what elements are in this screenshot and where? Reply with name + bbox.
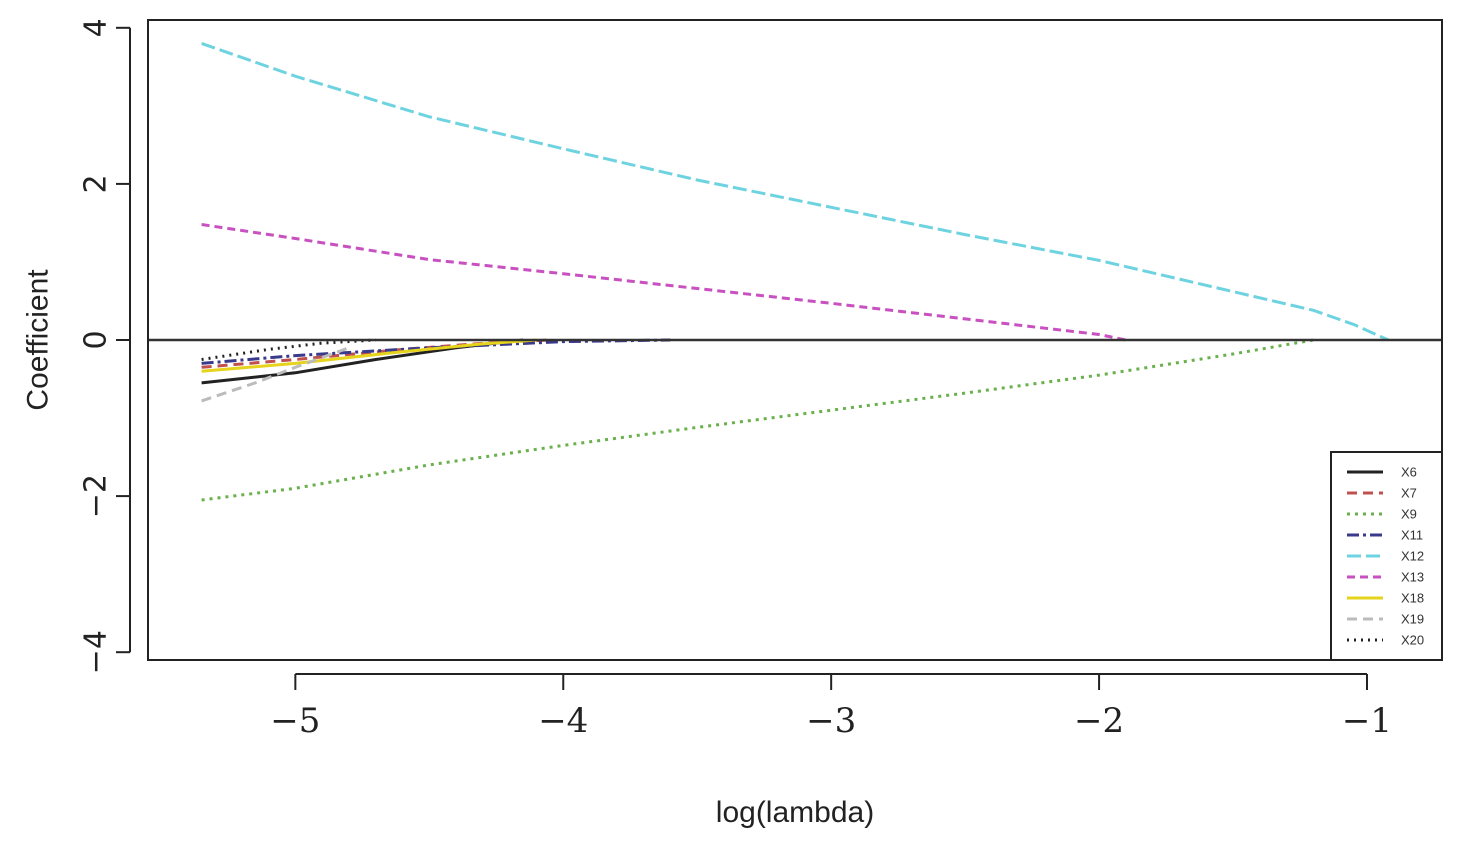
series-line-x9 bbox=[201, 338, 1314, 502]
series-line-x13 bbox=[201, 223, 1127, 342]
y-tick-label: 4 bbox=[79, 18, 114, 37]
x-tick-label: −2 bbox=[1074, 701, 1124, 741]
legend-label-x12: X12 bbox=[1401, 549, 1424, 564]
legend-label-x9: X9 bbox=[1401, 507, 1417, 522]
legend-label-x13: X13 bbox=[1401, 570, 1424, 585]
x-axis-title: log(lambda) bbox=[716, 796, 874, 829]
legend-label-x19: X19 bbox=[1401, 612, 1424, 627]
series-layer bbox=[201, 41, 1390, 502]
y-tick-label: 2 bbox=[79, 174, 114, 193]
y-tick-label: −4 bbox=[79, 630, 114, 674]
legend-label-x7: X7 bbox=[1401, 486, 1417, 501]
x-axis: −5 −4 −3 −2 −1 bbox=[270, 673, 1392, 741]
legend-label-x20: X20 bbox=[1401, 633, 1424, 648]
y-tick-label: −2 bbox=[79, 474, 114, 518]
legend: X6 X7 X9 X11 X12 X13 X18 X19 X20 bbox=[1330, 451, 1443, 661]
x-tick-label: −5 bbox=[270, 701, 320, 741]
plot-frame bbox=[147, 19, 1443, 661]
series-line-x20 bbox=[201, 338, 376, 361]
legend-label-x6: X6 bbox=[1401, 465, 1417, 480]
series-line-x18 bbox=[201, 338, 537, 373]
x-tick-label: −4 bbox=[538, 701, 588, 741]
y-axis: −4 −2 0 2 4 bbox=[79, 18, 131, 674]
y-axis-title: Coefficient bbox=[22, 269, 55, 411]
legend-label-x18: X18 bbox=[1401, 591, 1424, 606]
series-line-x19 bbox=[201, 346, 350, 403]
y-tick-label: 0 bbox=[79, 330, 114, 349]
series-line-x12 bbox=[201, 41, 1390, 342]
x-tick-label: −1 bbox=[1342, 701, 1392, 741]
legend-label-x11: X11 bbox=[1401, 528, 1423, 543]
x-tick-label: −3 bbox=[806, 701, 856, 741]
